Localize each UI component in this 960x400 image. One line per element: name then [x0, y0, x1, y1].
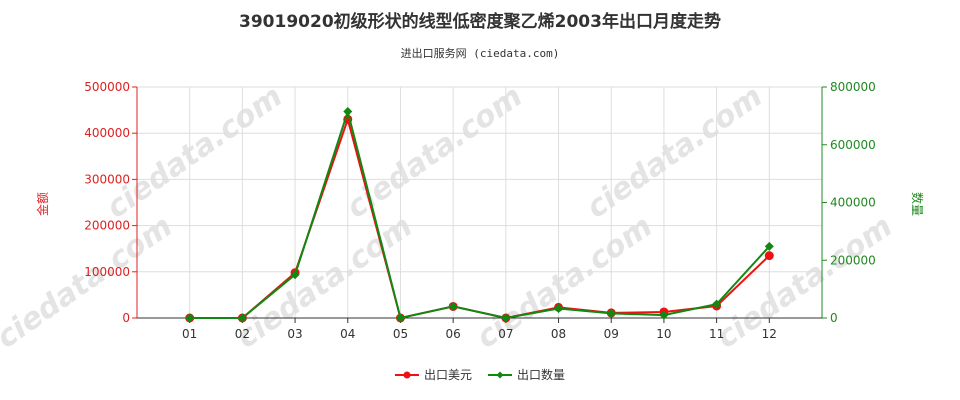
watermark-text: ciedata.com	[340, 79, 529, 226]
data-point[interactable]	[395, 313, 405, 323]
left-tick-label: 0	[122, 311, 130, 325]
x-tick-label: 02	[235, 327, 250, 341]
right-tick-label: 200000	[830, 253, 876, 267]
legend-marker	[403, 371, 411, 379]
right-tick-label: 800000	[830, 80, 876, 94]
right-axis-label: 数量	[910, 192, 925, 216]
data-point[interactable]	[290, 270, 300, 280]
watermark-text: ciedata.com	[100, 79, 289, 226]
left-axis-label: 金额	[35, 192, 50, 216]
left-y-axis: 0 100000 200000 300000 400000 500000	[84, 80, 137, 325]
x-tick-label: 12	[762, 327, 777, 341]
left-tick-label: 300000	[84, 172, 130, 186]
data-point[interactable]	[554, 303, 564, 313]
legend-marker	[496, 371, 504, 379]
grid-lines	[137, 86, 823, 319]
right-tick-label: 600000	[830, 138, 876, 152]
series-layer	[185, 107, 774, 323]
legend-label: 出口数量	[517, 367, 565, 382]
legend-item[interactable]: 出口数量	[488, 367, 565, 382]
left-tick-label: 400000	[84, 126, 130, 140]
data-point[interactable]	[185, 313, 195, 323]
x-tick-label: 08	[551, 327, 566, 341]
right-tick-label: 400000	[830, 196, 876, 210]
watermark-text: ciedata.com	[710, 209, 899, 356]
series-line	[189, 107, 771, 320]
data-point[interactable]	[343, 107, 353, 117]
x-tick-label: 03	[287, 327, 302, 341]
data-point[interactable]	[764, 241, 774, 251]
legend-label: 出口美元	[424, 368, 472, 382]
x-tick-label: 10	[656, 327, 671, 341]
left-tick-label: 500000	[84, 80, 130, 94]
data-point[interactable]	[237, 313, 247, 323]
x-tick-label: 09	[604, 327, 619, 341]
x-tick-label: 04	[340, 327, 355, 341]
watermark-text: ciedata.com	[580, 79, 769, 226]
x-tick-label: 05	[393, 327, 408, 341]
right-y-axis: 0 200000 400000 600000 800000	[822, 80, 876, 325]
data-point[interactable]	[448, 301, 458, 311]
watermark-layer: ciedata.com ciedata.com ciedata.com ciedata…	[0, 79, 899, 356]
x-tick-label: 11	[709, 327, 724, 341]
x-tick-label: 01	[182, 327, 197, 341]
left-tick-label: 100000	[84, 265, 130, 279]
chart-subtitle: 进出口服务网 (ciedata.com)	[401, 46, 560, 60]
right-tick-label: 0	[830, 311, 838, 325]
left-tick-label: 200000	[84, 219, 130, 233]
data-point[interactable]	[712, 299, 722, 309]
x-tick-label: 07	[498, 327, 513, 341]
x-axis-ticks: 01 02 03 04 05 06 07 08 09 10 11 12	[182, 318, 777, 341]
data-point[interactable]	[659, 310, 669, 320]
legend-item[interactable]: 出口美元	[395, 368, 472, 382]
data-point[interactable]	[501, 313, 511, 323]
x-tick-label: 06	[446, 327, 461, 341]
series-2	[185, 107, 774, 323]
legend: 出口美元 出口数量	[395, 367, 565, 382]
data-point[interactable]	[764, 251, 774, 261]
data-point[interactable]	[606, 308, 616, 318]
chart-title: 39019020初级形状的线型低密度聚乙烯2003年出口月度走势	[239, 11, 721, 32]
